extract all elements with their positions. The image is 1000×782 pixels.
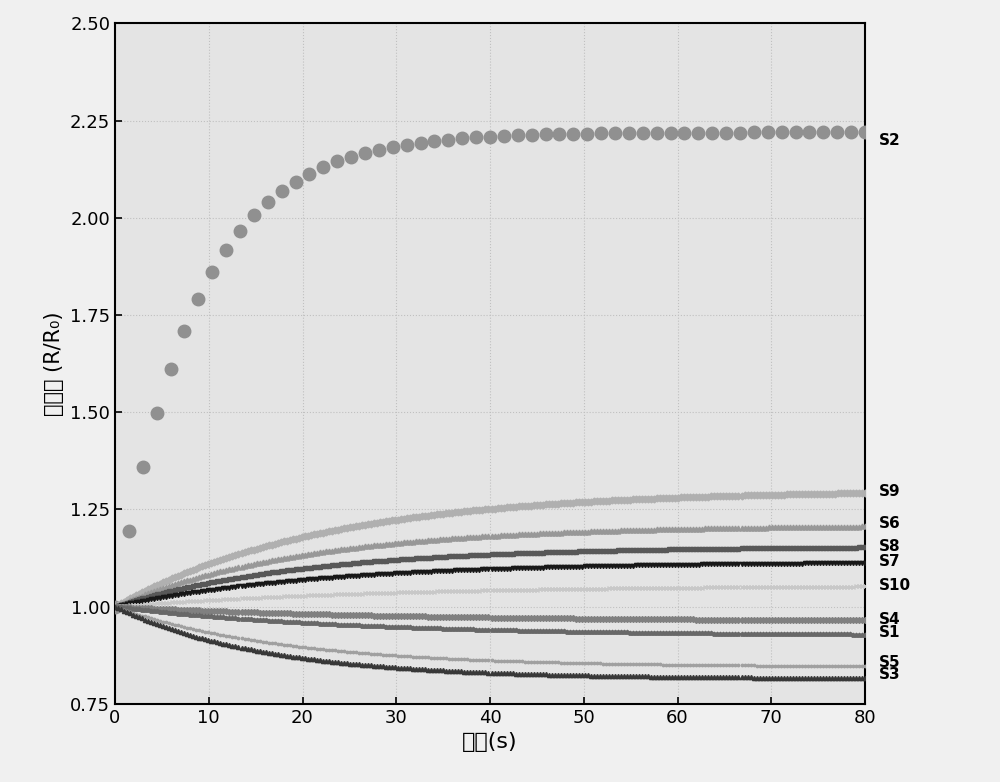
Text: S10: S10 [879,578,911,593]
Text: S5: S5 [879,655,901,670]
Y-axis label: 信号値 (R/R₀): 信号値 (R/R₀) [44,311,64,416]
Text: S3: S3 [879,667,901,682]
Text: S8: S8 [879,539,901,554]
Text: S9: S9 [879,484,901,500]
Text: S7: S7 [879,554,901,569]
Text: S1: S1 [879,625,901,640]
Text: S2: S2 [879,133,901,148]
X-axis label: 时间(s): 时间(s) [462,732,518,752]
Text: S6: S6 [879,515,901,530]
Text: S4: S4 [879,612,901,626]
